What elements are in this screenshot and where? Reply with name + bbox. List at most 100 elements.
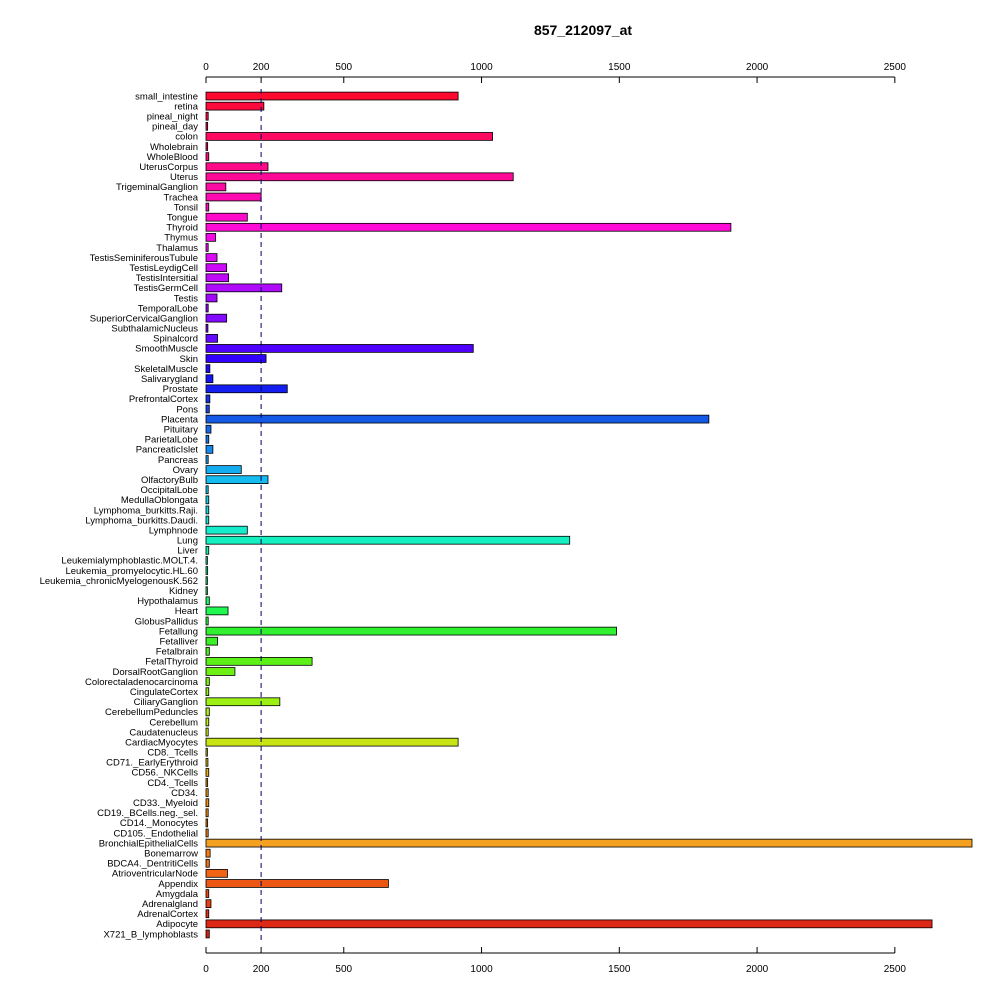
bar-CD71._EarlyErythroid <box>205 758 209 767</box>
bar-Uterus <box>205 172 514 182</box>
bar-Spinalcord <box>205 333 218 343</box>
category-label: Liver <box>177 546 198 557</box>
bar-CD8._Tcells <box>205 747 208 757</box>
bar-CD33._Myeloid <box>205 798 210 808</box>
category-label: Appendix <box>158 879 198 890</box>
category-label: CD4._Tcells <box>147 778 198 789</box>
bar-SuperiorCervicalGanglion <box>205 313 228 323</box>
bar-BronchialEpithelialCells <box>205 838 973 848</box>
category-label: Leukemia_chronicMyelogenousK.562 <box>40 576 198 587</box>
tick-label: 0 <box>203 62 209 73</box>
category-label: Fetalbrain <box>156 647 198 658</box>
category-label: pineal_night <box>147 112 199 123</box>
bar-SubthalamicNucleus <box>205 323 209 333</box>
bar-Ovary <box>205 465 242 474</box>
bar-pineal_day <box>205 122 209 131</box>
bar-Placenta <box>205 414 710 424</box>
category-label: PrefrontalCortex <box>129 394 198 405</box>
bar-Pancreas <box>205 455 209 464</box>
bar-CiliaryGanglion <box>205 697 281 707</box>
category-label: Testis <box>174 293 199 304</box>
category-label: Salivarygland <box>141 374 198 385</box>
category-label: AdrenalCortex <box>137 909 198 920</box>
bar-Lymphoma_burkitts.Raji. <box>205 505 210 515</box>
category-label: Thyroid <box>166 223 198 234</box>
bar-AdrenalCortex <box>205 909 210 919</box>
category-label: Pancreas <box>158 455 198 466</box>
category-label: Fetalliver <box>159 636 198 647</box>
category-label: Heart <box>175 606 199 617</box>
category-label: Skin <box>180 354 198 365</box>
category-label: Thalamus <box>156 243 198 254</box>
category-label: CD19._BCells.neg._sel. <box>97 808 198 819</box>
bar-Tonsil <box>205 202 210 212</box>
category-label: Fetallung <box>159 626 198 637</box>
tick-label: 2000 <box>746 62 769 73</box>
category-label: BronchialEpithelialCells <box>99 838 199 849</box>
category-label: PancreaticIslet <box>136 445 199 456</box>
bar-Salivarygland <box>205 374 214 384</box>
category-label: CD8._Tcells <box>147 748 198 759</box>
category-label: MedullaOblongata <box>121 495 199 506</box>
category-label: CingulateCortex <box>130 687 198 698</box>
category-label: Lymphoma_burkitts.Raji. <box>94 505 198 516</box>
category-label: FetalThyroid <box>145 657 198 668</box>
category-label: CiliaryGanglion <box>134 697 198 708</box>
bar-Skin <box>205 354 267 363</box>
bar-Trachea <box>205 192 262 202</box>
bar-Thymus <box>205 233 217 242</box>
category-label: Spinalcord <box>153 334 198 345</box>
category-label: Bonemarrow <box>144 848 198 859</box>
tick-label: 500 <box>335 62 352 73</box>
category-label: Lung <box>177 536 198 547</box>
chart-title: 857_212097_at <box>534 22 632 38</box>
tick-label: 2500 <box>884 964 907 975</box>
category-label: WholeBlood <box>147 152 198 163</box>
bar-TestisGermCell <box>205 283 283 293</box>
category-label: pineal_day <box>152 122 198 133</box>
bar-CingulateCortex <box>205 687 210 696</box>
bar-Kidney <box>205 586 208 596</box>
category-label: DorsalRootGanglion <box>112 667 198 678</box>
category-label: CD56._NKCells <box>131 768 198 779</box>
bar-PrefrontalCortex <box>205 394 211 404</box>
category-label: ParietalLobe <box>145 435 198 446</box>
bar-Colorectaladenocarcinoma <box>205 677 210 686</box>
tick-label: 2000 <box>746 964 769 975</box>
bar-Thalamus <box>205 243 209 252</box>
bar-Wholebrain <box>205 142 209 151</box>
bar-PancreaticIslet <box>205 445 214 454</box>
bottom-x-axis: 0 200 500 1000 1500 2000 2500 <box>203 947 906 975</box>
top-x-axis: 0 200 500 1000 1500 2000 2500 <box>203 62 906 83</box>
tick-label: 1500 <box>608 62 631 73</box>
category-label: Adrenalgland <box>142 899 198 910</box>
category-label: X721_B_lymphoblasts <box>103 929 198 940</box>
category-label: CD33._Myeloid <box>133 798 198 809</box>
category-label: CD105._Endothelial <box>113 828 198 839</box>
category-label: Colorectaladenocarcinoma <box>85 677 199 688</box>
bar-pineal_night <box>205 111 209 121</box>
bar-CD19._BCells.neg._sel. <box>205 808 209 818</box>
category-label: Placenta <box>161 414 199 425</box>
category-label: TrigeminalGanglion <box>116 182 198 193</box>
bar-AtrioventricularNode <box>205 869 228 878</box>
bar-ParietalLobe <box>205 434 210 444</box>
category-label: TestisGermCell <box>134 283 198 294</box>
category-label: CD34. <box>171 788 198 799</box>
bar-Lymphoma_burkitts.Daudi. <box>205 515 210 525</box>
bar-colon <box>205 132 493 141</box>
bar-CD105._Endothelial <box>205 828 209 838</box>
bar-Liver <box>205 546 210 555</box>
category-label: Adipocyte <box>156 919 198 930</box>
category-label: Cerebellum <box>149 717 198 728</box>
category-label: SubthalamicNucleus <box>111 324 198 335</box>
bar-OccipitalLobe <box>205 485 209 495</box>
bar-Adipocyte <box>205 919 933 929</box>
bar-Leukemia_chronicMyelogenousK.562 <box>205 576 208 585</box>
bar-Fetalbrain <box>205 646 210 656</box>
category-label: colon <box>175 132 198 143</box>
tick-label: 1000 <box>470 62 493 73</box>
category-label: SmoothMuscle <box>135 344 198 355</box>
category-label: Thymus <box>164 233 198 244</box>
bar-small_intestine <box>205 91 459 101</box>
